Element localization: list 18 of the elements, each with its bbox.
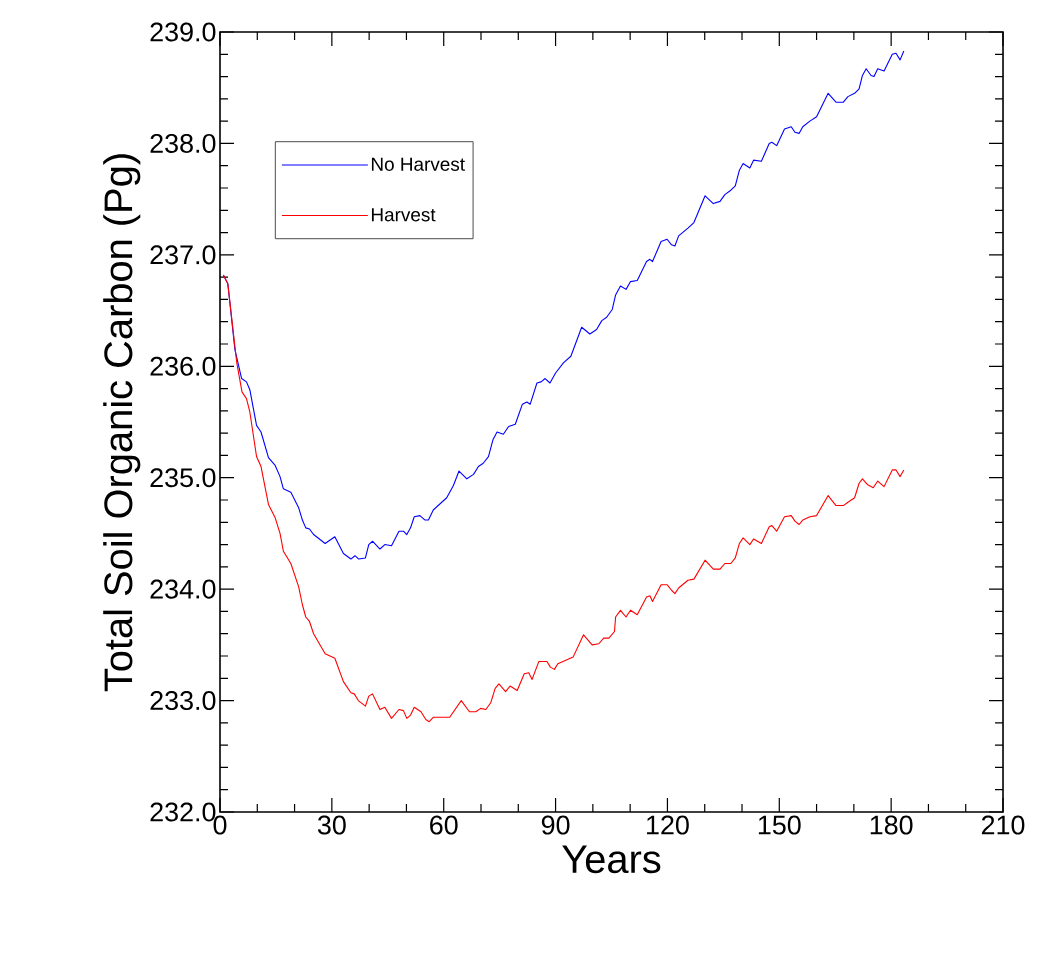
y-tick-label: 237.0 [150, 245, 216, 265]
x-tick-label: 30 [317, 815, 346, 835]
x-tick-label: 120 [647, 815, 689, 835]
y-axis-title: Total Soil Organic Carbon (Pg) [103, 154, 141, 692]
legend-label: No Harvest [371, 157, 465, 171]
y-tick-label: 233.0 [150, 691, 216, 711]
x-tick-label: 60 [430, 815, 458, 835]
y-tick-label: 239.0 [150, 22, 216, 42]
y-tick-label: 234.0 [150, 579, 216, 599]
x-tick-label: 150 [758, 815, 801, 835]
y-tick-label: 236.0 [150, 356, 216, 376]
y-tick-label: 238.0 [150, 133, 216, 153]
y-tick-label: 235.0 [150, 468, 216, 488]
x-tick-label: 180 [870, 815, 913, 835]
legend-label: Harvest [371, 208, 436, 222]
x-tick-label: 90 [541, 815, 570, 835]
x-tick-label: 210 [981, 815, 1025, 835]
x-axis-title: Years [562, 845, 661, 874]
